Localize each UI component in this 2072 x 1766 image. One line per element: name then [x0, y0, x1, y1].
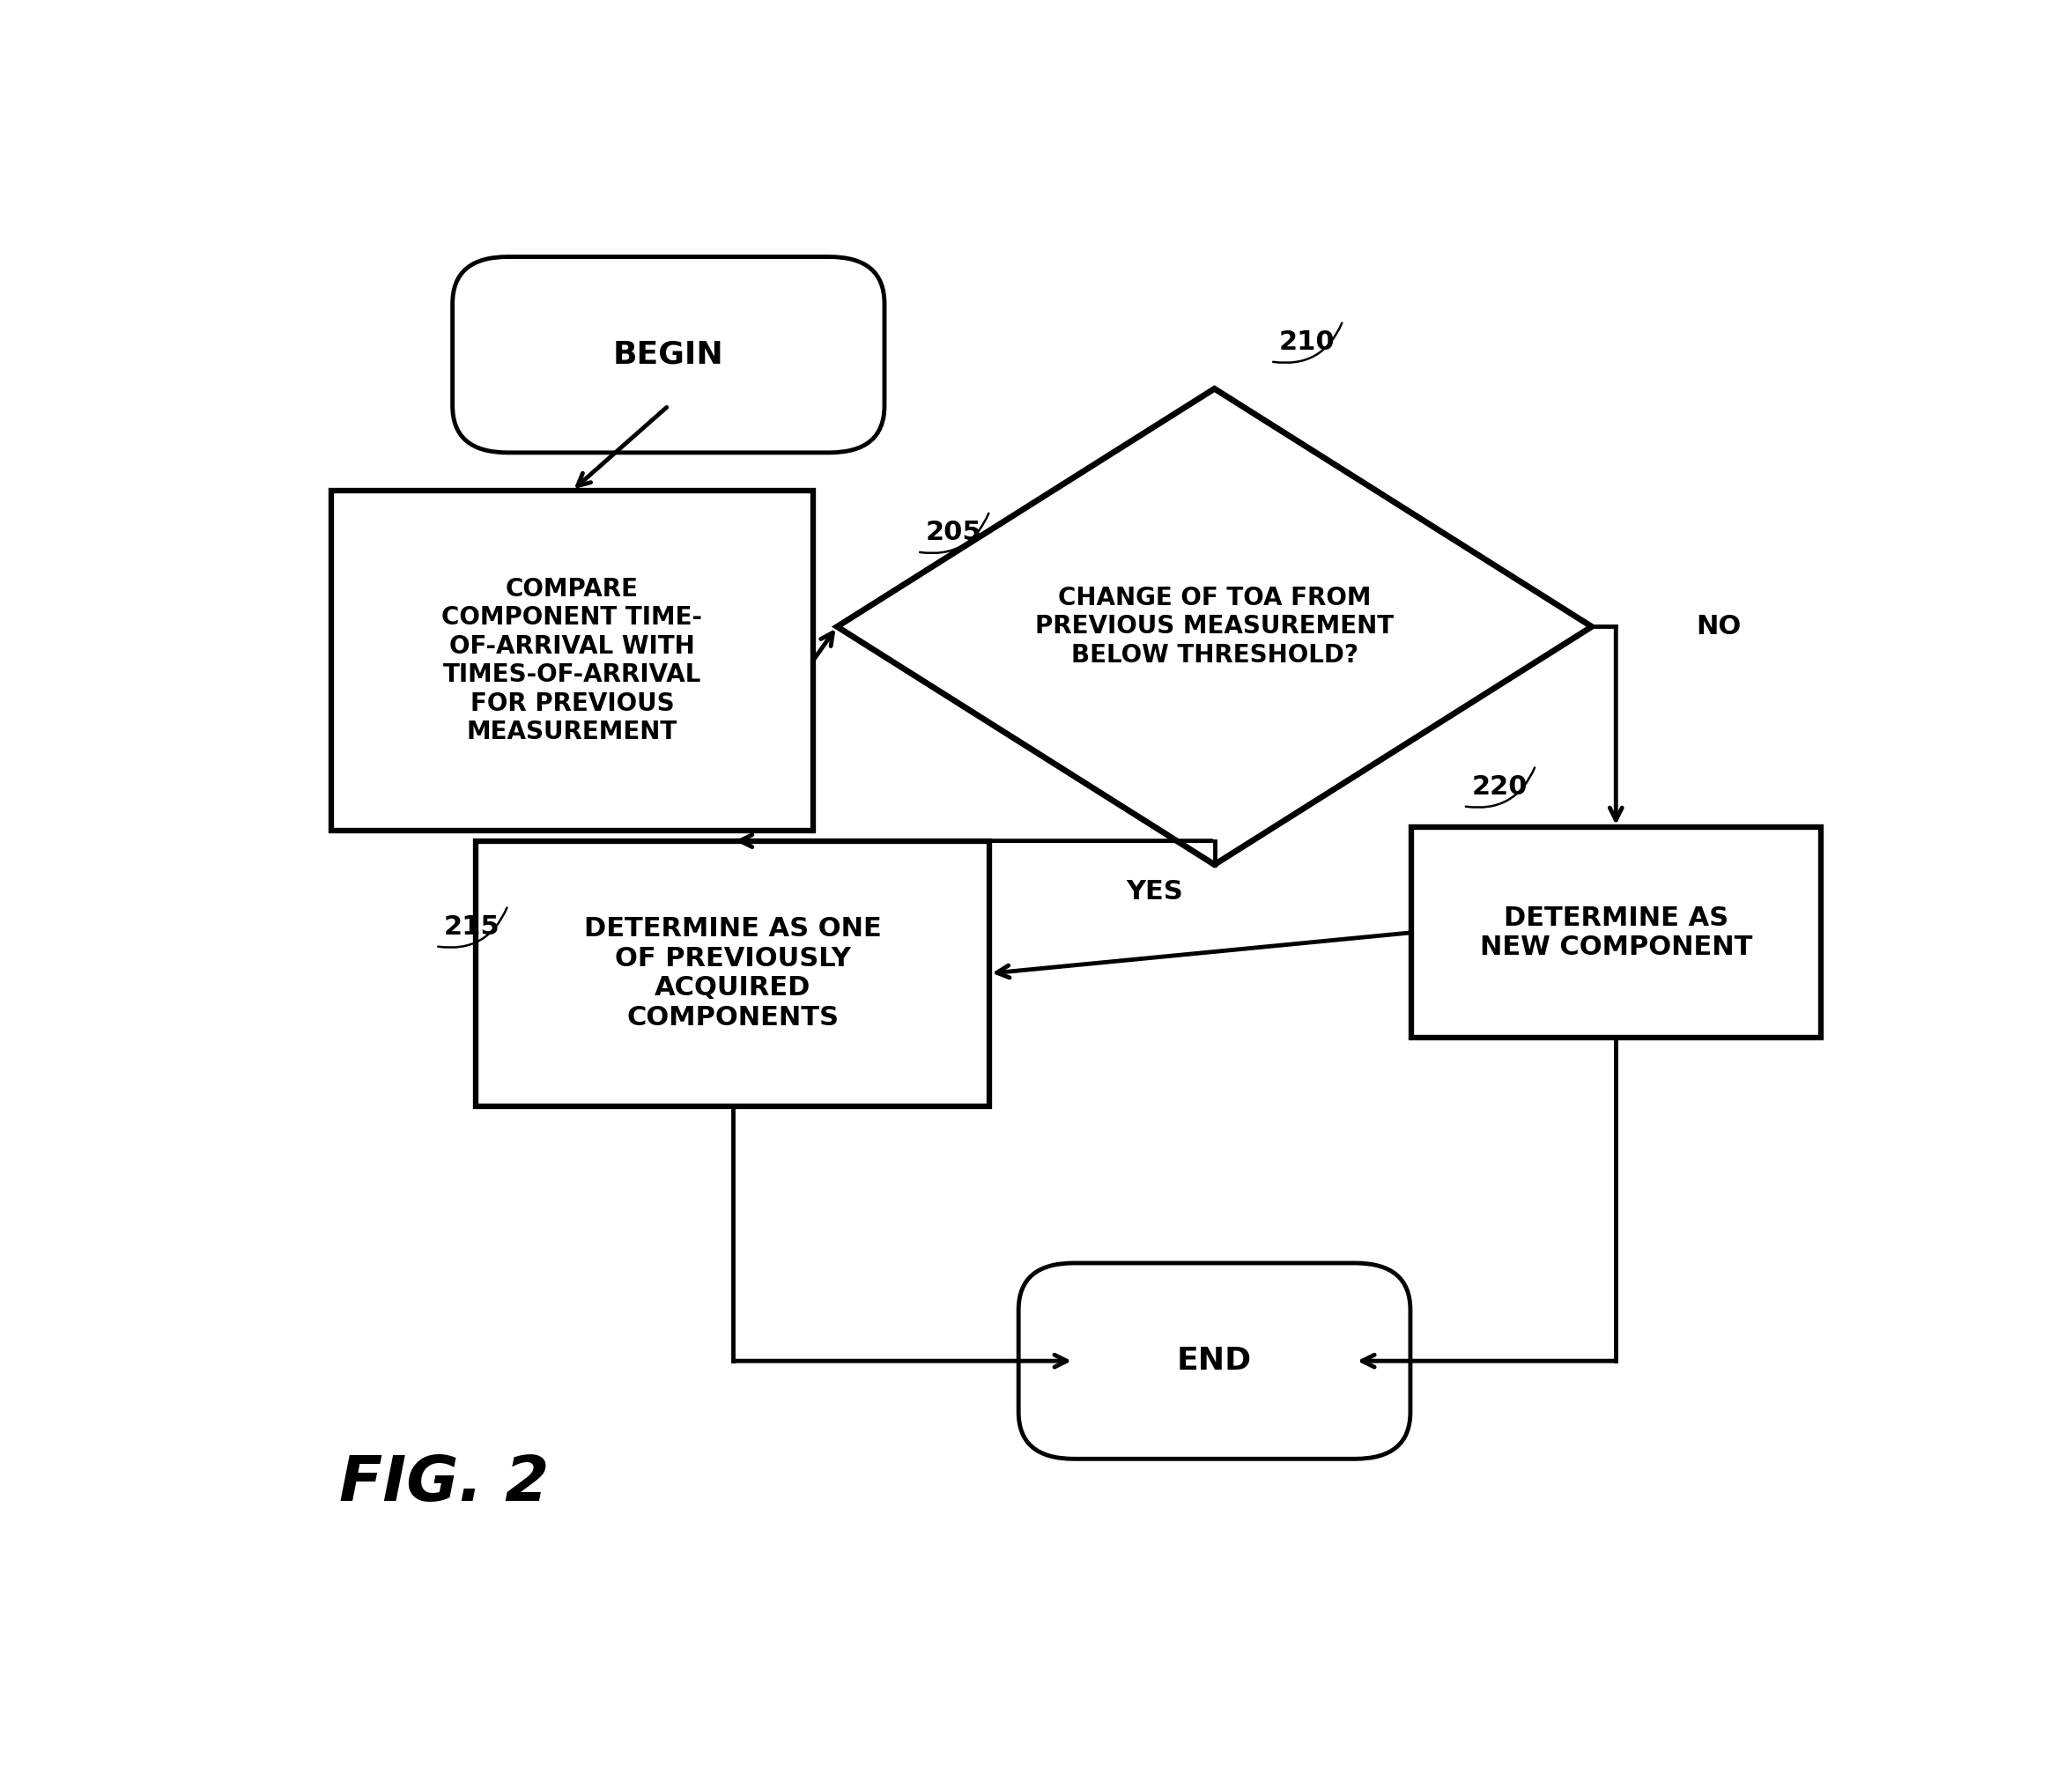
Bar [477, 841, 990, 1106]
FancyBboxPatch shape [452, 256, 885, 452]
Text: DETERMINE AS ONE
OF PREVIOUSLY
ACQUIRED
COMPONENTS: DETERMINE AS ONE OF PREVIOUSLY ACQUIRED … [584, 917, 881, 1031]
Bar [332, 491, 812, 830]
Text: NO: NO [1697, 615, 1740, 639]
Text: YES: YES [1127, 879, 1183, 904]
Text: END: END [1177, 1346, 1251, 1376]
Text: FIG. 2: FIG. 2 [340, 1453, 549, 1513]
Text: 205: 205 [926, 519, 982, 546]
Text: BEGIN: BEGIN [613, 339, 723, 369]
Text: 215: 215 [443, 913, 499, 940]
Polygon shape [837, 389, 1591, 865]
Text: 210: 210 [1278, 328, 1334, 355]
Bar [1411, 826, 1821, 1038]
Text: 220: 220 [1471, 774, 1527, 800]
Text: DETERMINE AS
NEW COMPONENT: DETERMINE AS NEW COMPONENT [1479, 904, 1753, 961]
Text: COMPARE
COMPONENT TIME-
OF-ARRIVAL WITH
TIMES-OF-ARRIVAL
FOR PREVIOUS
MEASUREMEN: COMPARE COMPONENT TIME- OF-ARRIVAL WITH … [441, 577, 702, 743]
FancyBboxPatch shape [1019, 1263, 1411, 1459]
Text: CHANGE OF TOA FROM
PREVIOUS MEASUREMENT
BELOW THRESHOLD?: CHANGE OF TOA FROM PREVIOUS MEASUREMENT … [1036, 586, 1394, 668]
